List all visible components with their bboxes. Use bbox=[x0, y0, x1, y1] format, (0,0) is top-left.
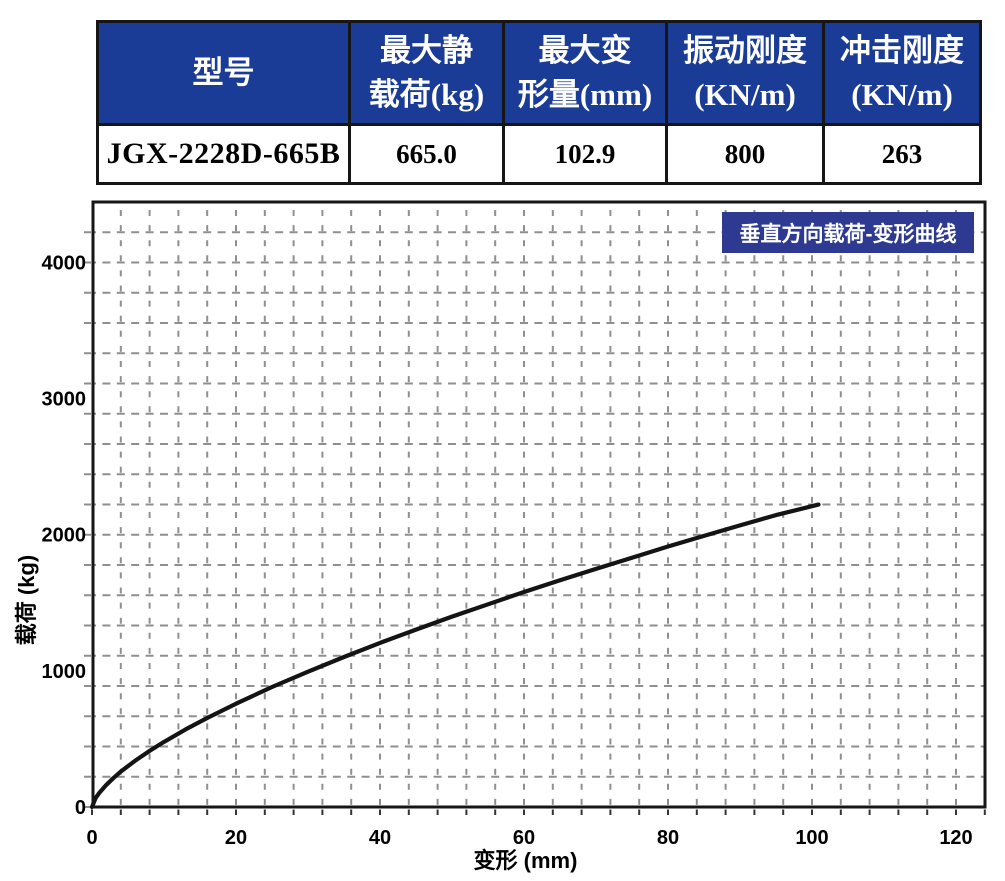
grid-lines bbox=[93, 202, 985, 807]
header-line: 载荷(kg) bbox=[368, 77, 485, 112]
x-tick-label: 20 bbox=[225, 827, 247, 849]
spec-table-header-row: 型号 最大静 载荷(kg) 最大变 形量(mm) 振动刚度 (KN/m) 冲击刚… bbox=[96, 20, 982, 126]
col-header-max-deformation: 最大变 形量(mm) bbox=[502, 20, 668, 126]
header-line: 形量(mm) bbox=[517, 77, 653, 112]
x-tick-label: 120 bbox=[939, 827, 972, 849]
y-axis-title: 载荷 (kg) bbox=[14, 554, 39, 646]
header-line: 最大静 bbox=[380, 33, 473, 68]
x-tick-label: 40 bbox=[369, 827, 391, 849]
header-line: (KN/m) bbox=[694, 77, 796, 112]
spec-table: 型号 最大静 载荷(kg) 最大变 形量(mm) 振动刚度 (KN/m) 冲击刚… bbox=[96, 20, 982, 185]
col-header-vibration-stiffness: 振动刚度 (KN/m) bbox=[665, 20, 825, 126]
spec-table-value-row: JGX-2228D-665B 665.0 102.9 800 263 bbox=[96, 123, 982, 185]
x-tick-label: 60 bbox=[513, 827, 535, 849]
y-tick-label: 0 bbox=[75, 797, 86, 819]
chart-title-text: 垂直方向载荷-变形曲线 bbox=[739, 222, 957, 246]
y-tick-label: 2000 bbox=[42, 525, 87, 547]
y-tick-label: 4000 bbox=[42, 252, 87, 274]
load-deformation-curve bbox=[89, 502, 821, 810]
x-tick-label: 100 bbox=[795, 827, 828, 849]
col-header-impact-stiffness: 冲击刚度 (KN/m) bbox=[822, 20, 982, 126]
cell-vibration-stiffness: 800 bbox=[665, 123, 825, 185]
header-line: 型号 bbox=[192, 55, 255, 90]
cell-max-deformation: 102.9 bbox=[502, 123, 668, 185]
chart-title-badge: 垂直方向载荷-变形曲线 bbox=[722, 212, 974, 253]
cell-model: JGX-2228D-665B bbox=[96, 123, 351, 185]
axis-ticks bbox=[84, 231, 986, 815]
y-tick-label: 1000 bbox=[42, 661, 87, 683]
plot-border bbox=[91, 200, 987, 809]
col-header-max-static-load: 最大静 载荷(kg) bbox=[348, 20, 505, 126]
y-tick-label: 3000 bbox=[42, 389, 87, 411]
y-tick-labels: 0 1000 2000 3000 4000 bbox=[42, 252, 87, 819]
header-line: (KN/m) bbox=[851, 77, 953, 112]
x-tick-label: 80 bbox=[657, 827, 679, 849]
header-line: 冲击刚度 bbox=[840, 33, 964, 68]
cell-impact-stiffness: 263 bbox=[822, 123, 982, 185]
header-line: 振动刚度 bbox=[683, 33, 807, 68]
cell-max-static-load: 665.0 bbox=[348, 123, 505, 185]
header-line: 最大变 bbox=[538, 33, 632, 68]
x-tick-label: 0 bbox=[86, 827, 97, 849]
col-header-model: 型号 bbox=[96, 20, 351, 126]
x-axis-title: 变形 (mm) bbox=[473, 848, 578, 873]
x-tick-labels: 0 20 40 60 80 100 120 bbox=[86, 827, 972, 849]
